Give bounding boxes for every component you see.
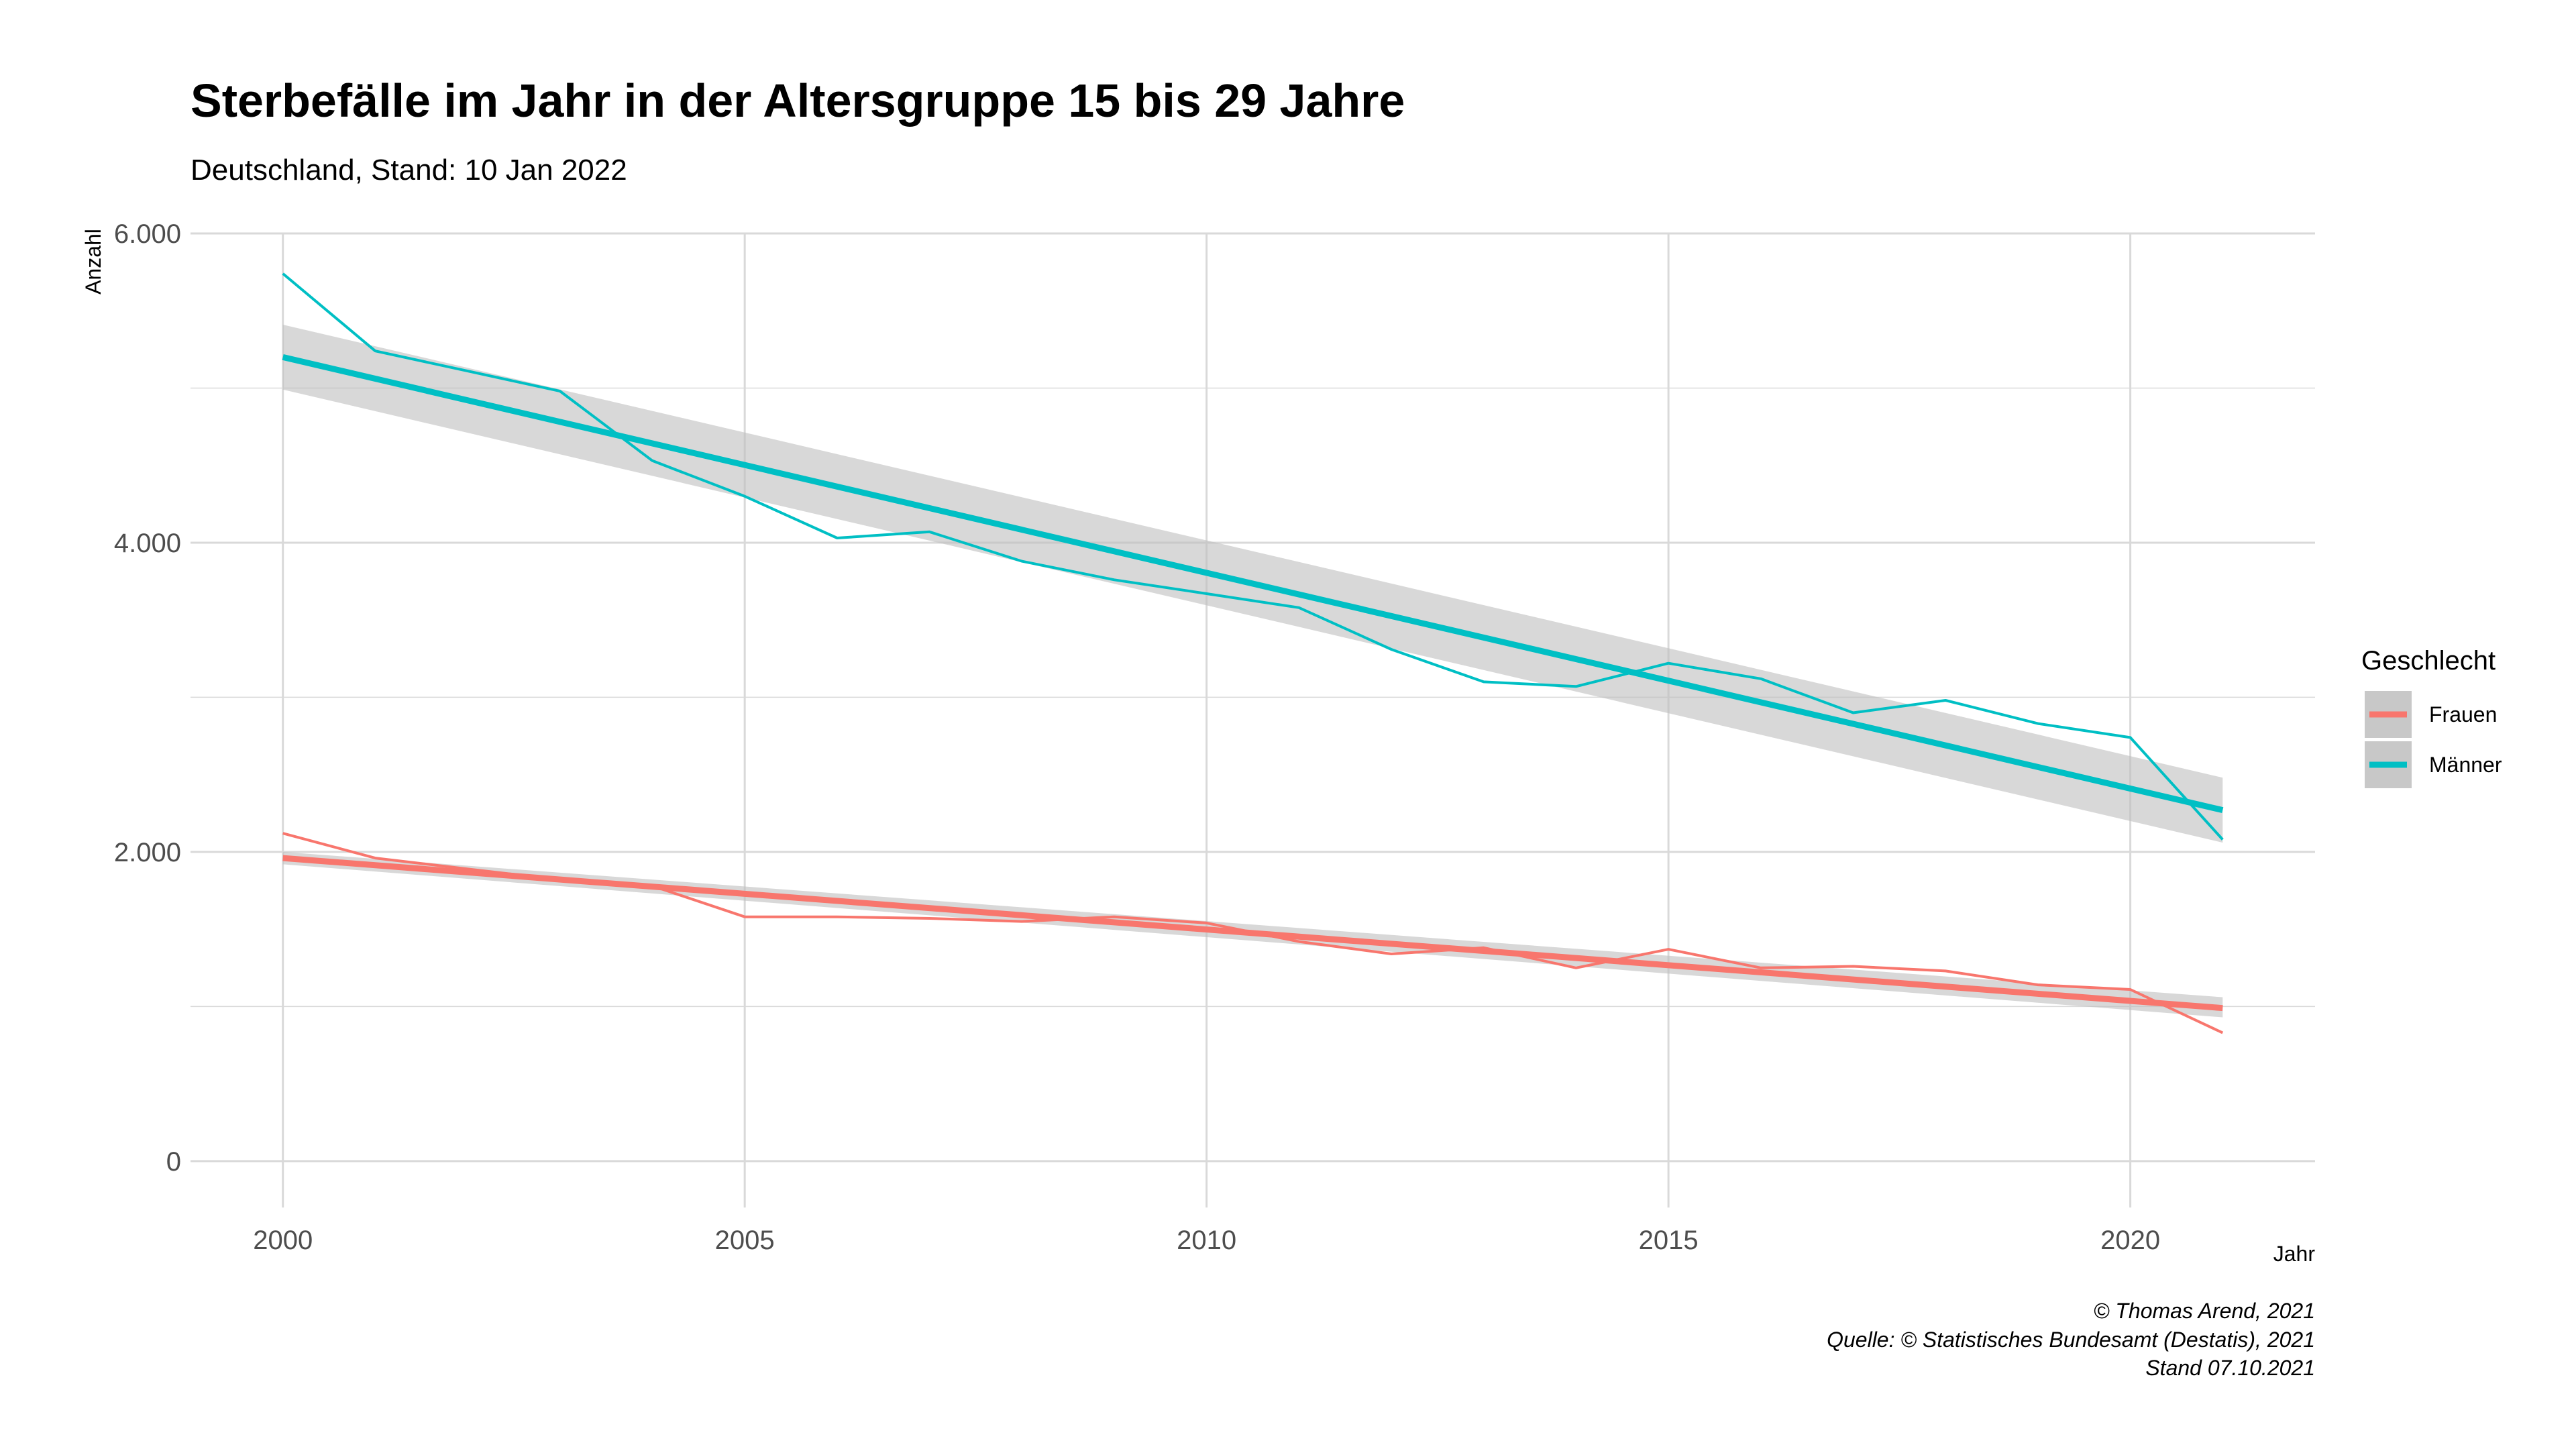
caption-date: Stand 07.10.2021 <box>2145 1356 2315 1380</box>
x-tick-label: 2015 <box>1639 1226 1699 1255</box>
grid <box>191 232 2315 1208</box>
trend-line-0 <box>282 855 2223 1012</box>
x-tick-label: 2000 <box>253 1226 313 1255</box>
y-axis-title: Anzahl <box>81 229 105 294</box>
series-line-1 <box>282 272 2224 841</box>
y-tick-label: 2.000 <box>114 838 181 867</box>
x-tick-label: 2005 <box>715 1226 775 1255</box>
chart-subtitle: Deutschland, Stand: 10 Jan 2022 <box>191 154 627 186</box>
x-axis-title: Jahr <box>2273 1242 2316 1266</box>
caption-copyright: © Thomas Arend, 2021 <box>2094 1299 2315 1323</box>
caption: © Thomas Arend, 2021 Quelle: © Statistis… <box>1827 1299 2315 1380</box>
legend-label-frauen: Frauen <box>2429 702 2497 727</box>
confidence-bands <box>282 324 2223 1018</box>
chart-title: Sterbefälle im Jahr in der Altersgruppe … <box>191 74 1405 127</box>
data-lines <box>282 272 2224 1034</box>
legend: Geschlecht Frauen Männer <box>2361 646 2502 788</box>
trend-line-1 <box>282 354 2224 814</box>
legend-label-maenner: Männer <box>2429 753 2502 777</box>
trend-lines <box>282 354 2224 1012</box>
x-tick-label: 2020 <box>2100 1226 2160 1255</box>
legend-title: Geschlecht <box>2361 646 2496 676</box>
x-tick-label: 2010 <box>1177 1226 1236 1255</box>
y-tick-label: 4.000 <box>114 529 181 558</box>
y-tick-label: 6.000 <box>114 219 181 249</box>
caption-source: Quelle: © Statistisches Bundesamt (Desta… <box>1827 1328 2315 1352</box>
axis-ticks: 0 2.000 4.000 6.000 2000 2005 2010 2015 2020 <box>114 219 2160 1255</box>
y-tick-label: 0 <box>166 1147 181 1177</box>
